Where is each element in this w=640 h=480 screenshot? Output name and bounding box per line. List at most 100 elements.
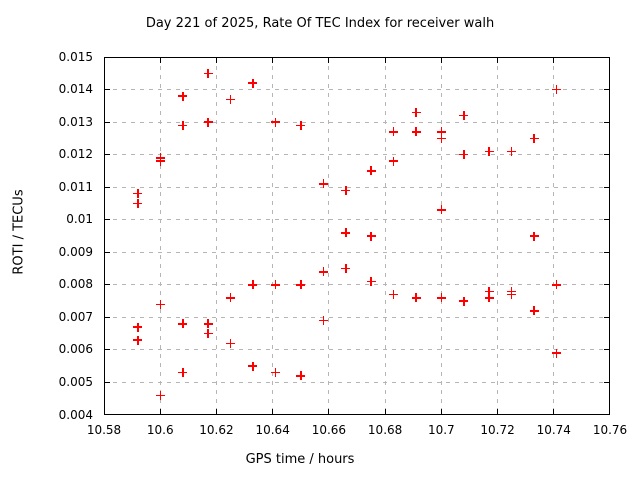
y-gridline [104,186,610,188]
data-point-marker [270,368,280,378]
data-point-marker [226,338,235,348]
y-axis-label: ROTI / TECUs [11,189,27,275]
data-point-marker [436,133,446,143]
data-point-marker [296,280,306,290]
x-tick-bottom [384,409,386,415]
x-gridline [384,57,386,415]
x-gridline [553,57,555,415]
y-tick-label: 0.004 [58,407,93,422]
y-tick-label: 0.008 [58,277,93,292]
data-point-marker [203,68,213,78]
x-tick-top [497,57,499,63]
y-gridline [104,154,610,156]
data-point-marker [226,293,235,303]
data-point-marker [155,156,165,166]
x-tick-label: 10.72 [480,423,515,437]
y-tick-left [104,251,110,253]
data-point-marker [484,286,494,296]
data-point-marker [389,156,399,166]
data-point-marker [366,166,376,176]
data-point-marker [155,390,165,400]
y-gridline [104,89,610,91]
x-gridline [497,57,499,415]
y-tick-right [604,186,610,188]
x-tick-label: 10.66 [311,423,347,437]
x-gridline [328,57,330,415]
x-tick-top [440,57,442,63]
data-point-marker [552,348,562,358]
data-point-marker [484,146,494,156]
y-tick-label: 0.013 [58,114,93,129]
x-tick-top [553,57,555,63]
y-tick-right [604,154,610,156]
data-point-marker [366,231,376,241]
x-gridline [159,57,161,415]
x-tick-label: 10.7 [427,423,455,437]
data-point-marker [389,127,399,137]
y-tick-label: 0.012 [58,147,93,162]
y-gridline [104,381,610,383]
data-point-marker [436,205,446,215]
x-tick-label: 10.6 [146,423,174,437]
data-point-marker [248,361,258,371]
data-point-marker [459,296,469,306]
y-tick-label: 0.005 [58,374,93,389]
data-point-marker [484,293,494,303]
x-tick-top [328,57,330,63]
y-tick-label: 0.006 [58,342,93,357]
y-tick-label: 0.014 [58,82,93,97]
x-tick-bottom [497,409,499,415]
x-tick-bottom [159,409,161,415]
x-tick-top [384,57,386,63]
y-gridline [104,251,610,253]
y-tick-label: 0.011 [58,179,93,194]
y-tick-left [104,284,110,286]
y-tick-left [104,349,110,351]
data-point-marker [178,319,188,329]
y-tick-right [604,381,610,383]
data-point-marker [529,133,539,143]
data-point-marker [341,228,351,238]
y-tick-right [604,121,610,123]
x-tick-label: 10.74 [536,423,571,437]
data-point-marker [529,231,539,241]
data-point-marker [341,264,351,274]
y-tick-label: 0.01 [66,212,93,227]
x-tick-top [215,57,217,63]
x-tick-label: 10.58 [86,423,122,437]
data-point-marker [389,290,399,300]
data-point-marker [178,120,188,130]
data-point-marker [296,371,306,381]
y-tick-right [604,251,610,253]
x-tick-label: 10.76 [592,423,628,437]
y-gridline [104,284,610,286]
y-tick-left [104,186,110,188]
x-tick-bottom [215,409,217,415]
data-point-marker [248,78,258,88]
data-point-marker [341,185,351,195]
x-tick-bottom [440,409,442,415]
y-gridline [104,316,610,318]
x-tick-label: 10.62 [199,423,234,437]
y-tick-right [604,284,610,286]
y-tick-label: 0.009 [58,244,93,259]
y-gridline [104,219,610,221]
data-point-marker [507,146,517,156]
y-tick-left [104,381,110,383]
data-point-marker [133,322,143,332]
data-point-marker [318,179,328,189]
data-point-marker [270,117,280,127]
data-point-marker [133,189,143,199]
data-point-marker [411,107,421,117]
data-point-marker [133,198,143,208]
x-tick-bottom [553,409,555,415]
data-point-marker [366,277,376,287]
y-tick-left [104,154,110,156]
chart-title: Day 221 of 2025, Rate Of TEC Index for r… [145,16,495,31]
data-point-marker [411,127,421,137]
x-tick-top [159,57,161,63]
data-point-marker [248,280,258,290]
data-point-marker [552,85,562,95]
data-point-marker [529,306,539,316]
data-point-marker [459,111,469,121]
